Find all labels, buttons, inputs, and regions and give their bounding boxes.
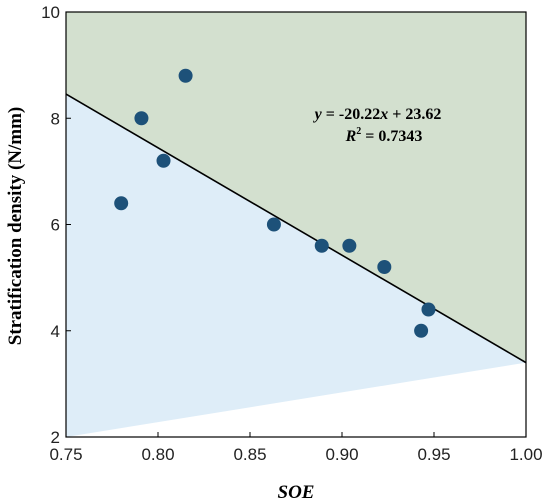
data-point-4 xyxy=(178,68,193,83)
fit-equation: y = -20.22x + 23.62 xyxy=(313,106,442,123)
equation-x: x xyxy=(379,106,388,123)
data-point-6 xyxy=(314,238,329,253)
equation-y: y xyxy=(313,106,323,123)
region-above-fit-line xyxy=(66,12,526,437)
data-point-9 xyxy=(414,323,429,338)
x-tick-label-4: 0.90 xyxy=(325,445,358,464)
x-tick-label-3: 0.85 xyxy=(233,445,266,464)
data-point-1 xyxy=(114,196,129,211)
y-tick-label-5: 10 xyxy=(41,3,60,22)
axis-ticks: 0.75 0.80 0.85 0.90 0.95 1.00 2 4 6 8 10 xyxy=(41,3,542,464)
equation-slope: = -20.22 xyxy=(322,106,380,123)
r-squared-value: = 0.7343 xyxy=(361,128,422,145)
y-tick-label-2: 4 xyxy=(51,322,60,341)
x-tick-label-6: 1.00 xyxy=(509,445,542,464)
data-point-10 xyxy=(421,302,436,317)
r-squared-label: R2 = 0.7343 xyxy=(345,126,423,145)
x-tick-label-5: 0.95 xyxy=(417,445,450,464)
y-tick-label-4: 8 xyxy=(51,109,60,128)
y-axis-title: Stratification density (N/mm) xyxy=(5,107,26,346)
x-axis-title: SOE xyxy=(278,482,315,503)
region-below-fit-line xyxy=(66,94,526,437)
data-point-8 xyxy=(377,260,392,274)
data-point-7 xyxy=(342,238,357,253)
x-tick-label-1: 0.75 xyxy=(49,445,82,464)
r-squared-exponent: 2 xyxy=(356,126,361,137)
x-tick-label-2: 0.80 xyxy=(141,445,174,464)
data-point-3 xyxy=(156,153,171,168)
data-point-5 xyxy=(266,217,281,232)
data-points xyxy=(114,68,436,338)
y-tick-label-1: 2 xyxy=(51,428,60,447)
r-squared-symbol: R xyxy=(345,128,357,145)
regression-line xyxy=(65,93,527,364)
equation-intercept: + 23.62 xyxy=(388,106,441,123)
y-tick-label-3: 6 xyxy=(51,216,60,235)
data-point-2 xyxy=(134,111,149,126)
